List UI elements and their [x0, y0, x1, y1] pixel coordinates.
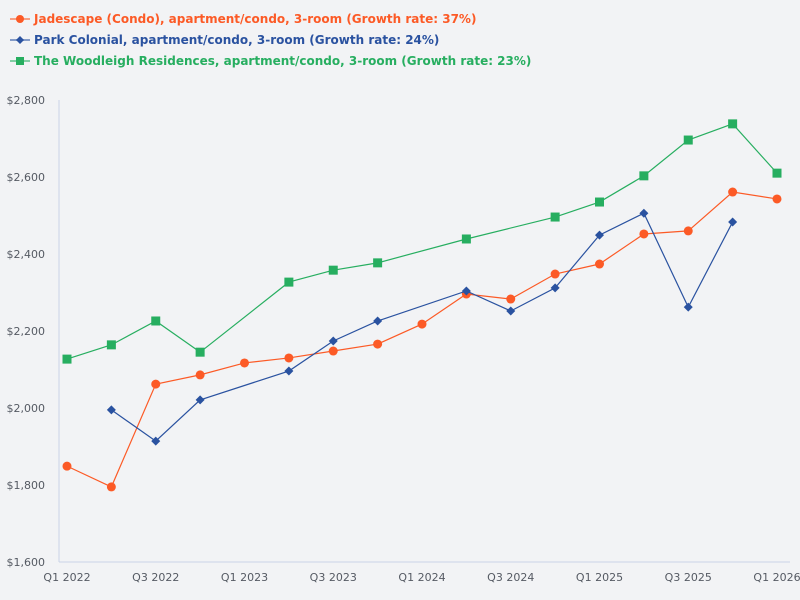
- x-tick-label: Q3 2023: [310, 571, 357, 584]
- series-1: [106, 208, 738, 446]
- diamond-marker-icon: [10, 34, 30, 46]
- data-point[interactable]: [195, 370, 205, 380]
- data-point[interactable]: [728, 217, 738, 227]
- legend-item-jadescape[interactable]: Jadescape (Condo), apartment/condo, 3-ro…: [10, 9, 531, 28]
- y-tick-label: $2,000: [7, 402, 46, 415]
- data-point[interactable]: [151, 436, 161, 446]
- chart-series: [62, 119, 782, 492]
- legend-label: The Woodleigh Residences, apartment/cond…: [34, 53, 532, 68]
- data-point[interactable]: [550, 269, 560, 279]
- data-point[interactable]: [284, 277, 294, 287]
- data-point[interactable]: [373, 339, 383, 349]
- data-point[interactable]: [506, 294, 516, 304]
- data-point[interactable]: [240, 358, 249, 368]
- data-point[interactable]: [106, 482, 116, 492]
- y-tick-label: $2,400: [7, 248, 46, 261]
- data-point[interactable]: [728, 119, 738, 129]
- data-point[interactable]: [683, 135, 693, 145]
- legend-label: Jadescape (Condo), apartment/condo, 3-ro…: [34, 11, 477, 26]
- x-tick-label: Q3 2024: [487, 571, 534, 584]
- data-point[interactable]: [506, 306, 516, 316]
- series-line: [66, 123, 778, 360]
- chart-axes: $1,600 $1,800 $2,000 $2,200 $2,400 $2,600 $2,8…: [7, 94, 800, 584]
- y-tick-label: $2,800: [7, 94, 46, 107]
- legend-label: Park Colonial, apartment/condo, 3-room (…: [34, 32, 440, 47]
- data-point[interactable]: [595, 230, 604, 240]
- data-point[interactable]: [772, 194, 782, 204]
- data-point[interactable]: [195, 347, 205, 357]
- x-tick-label: Q1 2026: [753, 571, 800, 584]
- series-2: [62, 119, 782, 364]
- legend-item-woodleigh[interactable]: The Woodleigh Residences, apartment/cond…: [10, 51, 531, 70]
- series-line: [66, 191, 778, 488]
- circle-marker-icon: [10, 13, 30, 25]
- series-0: [62, 187, 782, 492]
- legend-item-park-colonial[interactable]: Park Colonial, apartment/condo, 3-room (…: [10, 30, 531, 49]
- data-point[interactable]: [595, 197, 604, 207]
- x-tick-label: Q3 2025: [665, 571, 712, 584]
- x-tick-label: Q3 2022: [132, 571, 179, 584]
- data-point[interactable]: [683, 302, 693, 312]
- data-point[interactable]: [151, 316, 161, 326]
- data-point[interactable]: [417, 319, 427, 329]
- data-point[interactable]: [639, 171, 649, 181]
- square-marker-icon: [10, 55, 30, 67]
- y-tick-label: $2,200: [7, 325, 46, 338]
- y-tick-label: $2,600: [7, 171, 46, 184]
- data-point[interactable]: [373, 258, 383, 268]
- chart-legend: Jadescape (Condo), apartment/condo, 3-ro…: [10, 9, 531, 70]
- data-point[interactable]: [62, 354, 72, 364]
- x-tick-label: Q1 2025: [576, 571, 623, 584]
- data-point[interactable]: [639, 208, 649, 218]
- data-point[interactable]: [550, 212, 560, 222]
- data-point[interactable]: [284, 366, 294, 376]
- data-point[interactable]: [595, 259, 604, 269]
- data-point[interactable]: [550, 283, 560, 293]
- data-point[interactable]: [195, 395, 205, 405]
- data-point[interactable]: [284, 353, 294, 363]
- data-point[interactable]: [106, 405, 116, 415]
- y-tick-label: $1,600: [7, 556, 46, 569]
- data-point[interactable]: [328, 265, 338, 275]
- data-point[interactable]: [62, 461, 72, 471]
- y-tick-label: $1,800: [7, 479, 46, 492]
- data-point[interactable]: [461, 286, 471, 296]
- data-point[interactable]: [106, 340, 116, 350]
- data-point[interactable]: [461, 234, 471, 244]
- data-point[interactable]: [328, 336, 338, 346]
- data-point[interactable]: [772, 168, 782, 178]
- data-point[interactable]: [151, 379, 161, 389]
- data-point[interactable]: [728, 187, 738, 197]
- x-tick-label: Q1 2023: [221, 571, 268, 584]
- data-point[interactable]: [373, 316, 383, 326]
- x-tick-label: Q1 2022: [43, 571, 90, 584]
- x-tick-label: Q1 2024: [398, 571, 445, 584]
- data-point[interactable]: [328, 346, 338, 356]
- data-point[interactable]: [683, 226, 693, 236]
- data-point[interactable]: [639, 229, 649, 239]
